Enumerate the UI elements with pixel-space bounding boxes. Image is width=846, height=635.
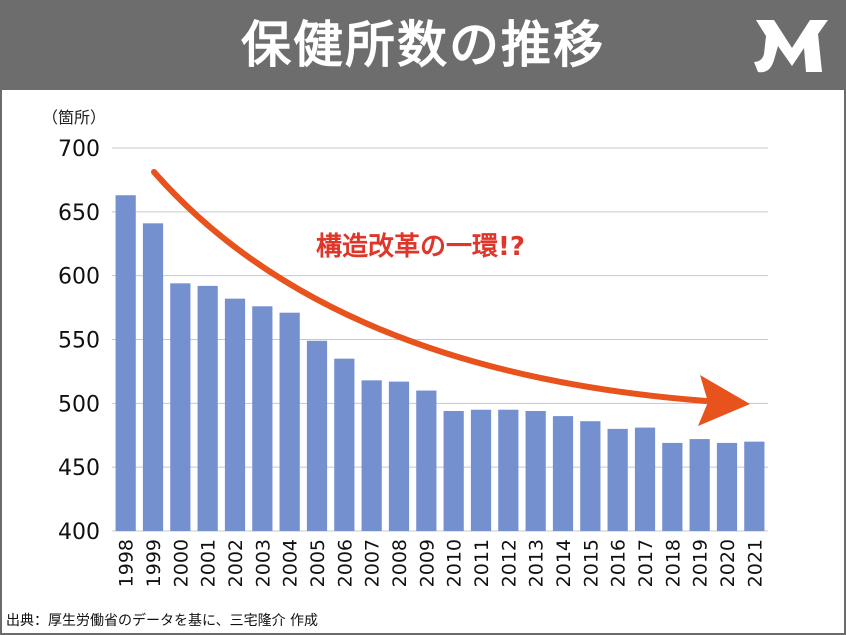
x-tick-label: 2003 xyxy=(252,539,274,587)
bar xyxy=(388,381,410,531)
y-tick-label: 450 xyxy=(58,456,100,481)
bar xyxy=(252,306,273,531)
bar xyxy=(634,427,656,531)
bar xyxy=(689,439,710,531)
bar xyxy=(115,195,136,531)
annotation-text: 構造改革の一環!? xyxy=(316,232,525,262)
x-tick-label: 2021 xyxy=(744,539,766,587)
bar xyxy=(744,441,765,531)
bar xyxy=(306,340,328,531)
x-tick-label: 2015 xyxy=(580,539,602,587)
trend-arrow-head xyxy=(698,375,750,426)
bar xyxy=(443,410,464,531)
bar xyxy=(607,428,628,531)
bar xyxy=(716,442,738,531)
bar xyxy=(470,409,492,531)
y-tick-label: 650 xyxy=(58,201,100,226)
x-tick-label: 2000 xyxy=(170,539,192,587)
y-tick-label: 550 xyxy=(58,329,100,354)
bar xyxy=(142,223,164,531)
x-tick-label: 2008 xyxy=(389,539,411,587)
x-tick-label: 2016 xyxy=(608,539,630,587)
x-tick-label: 2002 xyxy=(225,539,247,587)
y-tick-label: 500 xyxy=(58,392,100,417)
x-tick-label: 2018 xyxy=(662,539,684,587)
bar xyxy=(224,298,246,531)
bar xyxy=(416,390,437,531)
x-tick-label: 2006 xyxy=(334,539,356,587)
x-tick-label: 2001 xyxy=(198,539,220,587)
bar xyxy=(197,285,218,531)
x-tick-label: 2013 xyxy=(526,539,548,587)
x-tick-label: 2020 xyxy=(717,539,739,587)
bar xyxy=(334,358,355,531)
jm-logo-icon xyxy=(754,20,828,73)
header-bar xyxy=(0,0,846,90)
trend-arrow-line xyxy=(151,169,709,404)
bar xyxy=(552,416,574,531)
x-tick-label: 2004 xyxy=(280,539,302,587)
chart-title: 保健所数の推移 xyxy=(241,16,605,74)
bar xyxy=(279,312,300,531)
bar xyxy=(580,421,601,531)
x-tick-label: 2019 xyxy=(690,539,712,587)
x-tick-label: 2009 xyxy=(416,539,438,587)
bar xyxy=(361,380,382,531)
x-tick-label: 2005 xyxy=(307,539,329,587)
x-tick-label: 2011 xyxy=(471,539,493,587)
bar xyxy=(498,409,519,531)
y-tick-label: 700 xyxy=(58,137,100,162)
x-tick-label: 1999 xyxy=(143,539,165,587)
x-tick-label: 2010 xyxy=(444,539,466,587)
y-tick-label: 400 xyxy=(58,520,100,545)
source-note: 出典：厚生労働省のデータを基に、三宅隆介 作成 xyxy=(6,613,319,629)
y-tick-label: 600 xyxy=(58,265,100,290)
bar xyxy=(525,410,546,531)
bar xyxy=(170,283,191,531)
x-tick-label: 2014 xyxy=(553,539,575,587)
x-tick-label: 1998 xyxy=(116,539,138,587)
x-tick-label: 2017 xyxy=(635,539,657,587)
bar xyxy=(662,442,683,531)
x-tick-label: 2012 xyxy=(498,539,520,587)
y-axis-unit-label: （箇所） xyxy=(42,108,107,127)
x-tick-label: 2007 xyxy=(362,539,384,587)
